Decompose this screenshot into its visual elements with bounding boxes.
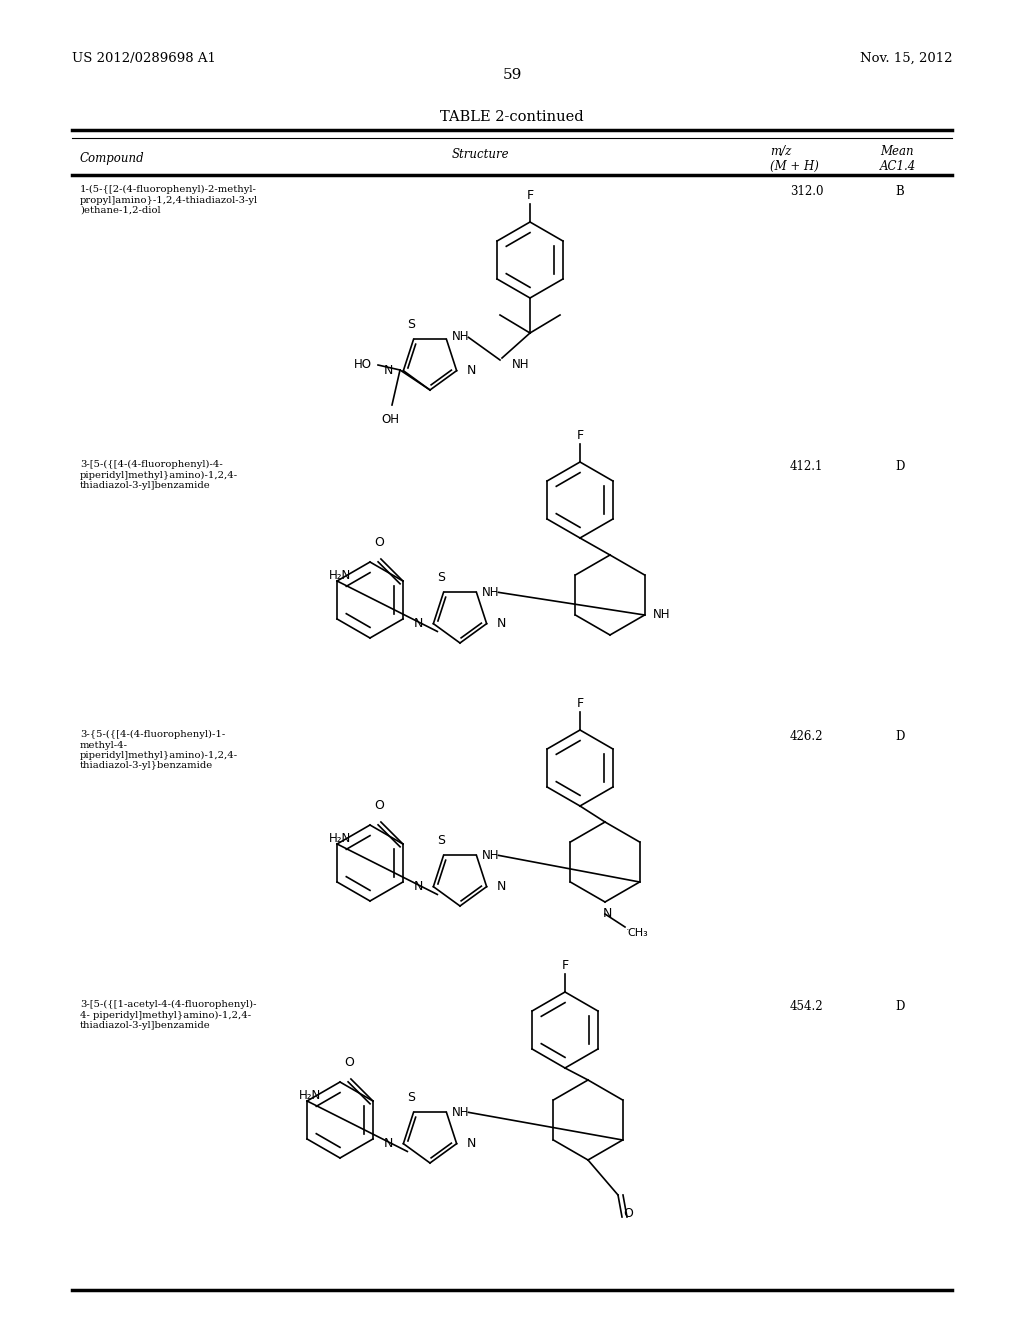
Text: F: F <box>577 429 584 442</box>
Text: O: O <box>374 536 384 549</box>
Text: N: N <box>414 618 423 630</box>
Text: D: D <box>895 1001 904 1012</box>
Text: 426.2: 426.2 <box>790 730 823 743</box>
Text: 312.0: 312.0 <box>790 185 823 198</box>
Text: Compound: Compound <box>80 152 144 165</box>
Text: NH: NH <box>481 849 499 862</box>
Text: S: S <box>437 572 445 585</box>
Text: NH: NH <box>452 330 469 343</box>
Text: O: O <box>623 1206 633 1220</box>
Text: S: S <box>408 1092 416 1105</box>
Text: D: D <box>895 459 904 473</box>
Text: N: N <box>384 1137 393 1150</box>
Text: (M + H): (M + H) <box>770 160 819 173</box>
Text: O: O <box>374 799 384 812</box>
Text: N: N <box>497 880 506 894</box>
Text: F: F <box>561 960 568 972</box>
Text: H₂N: H₂N <box>329 832 351 845</box>
Text: N: N <box>384 364 393 378</box>
Text: F: F <box>577 697 584 710</box>
Text: H₂N: H₂N <box>299 1089 321 1102</box>
Text: O: O <box>344 1056 354 1069</box>
Text: m/z: m/z <box>770 145 792 158</box>
Text: N: N <box>467 364 476 378</box>
Text: 1-(5-{[2-(4-fluorophenyl)-2-methyl-
propyl]amino}-1,2,4-thiadiazol-3-yl
)ethane-: 1-(5-{[2-(4-fluorophenyl)-2-methyl- prop… <box>80 185 258 215</box>
Text: NH: NH <box>452 1106 469 1119</box>
Text: HO: HO <box>354 359 372 371</box>
Text: N: N <box>497 618 506 630</box>
Text: 412.1: 412.1 <box>790 459 823 473</box>
Text: CH₃: CH₃ <box>627 928 648 939</box>
Text: AC1.4: AC1.4 <box>880 160 916 173</box>
Text: TABLE 2-continued: TABLE 2-continued <box>440 110 584 124</box>
Text: Mean: Mean <box>880 145 913 158</box>
Text: S: S <box>437 834 445 847</box>
Text: H₂N: H₂N <box>329 569 351 582</box>
Text: OH: OH <box>381 413 399 426</box>
Text: NH: NH <box>512 358 529 371</box>
Text: N: N <box>467 1137 476 1150</box>
Text: N: N <box>414 880 423 894</box>
Text: 454.2: 454.2 <box>790 1001 823 1012</box>
Text: Nov. 15, 2012: Nov. 15, 2012 <box>859 51 952 65</box>
Text: NH: NH <box>652 609 670 622</box>
Text: S: S <box>408 318 416 331</box>
Text: US 2012/0289698 A1: US 2012/0289698 A1 <box>72 51 216 65</box>
Text: 3-[5-({[1-acetyl-4-(4-fluorophenyl)-
4- piperidyl]methyl}amino)-1,2,4-
thiadiazo: 3-[5-({[1-acetyl-4-(4-fluorophenyl)- 4- … <box>80 1001 256 1030</box>
Text: 3-{5-({[4-(4-fluorophenyl)-1-
methyl-4-
piperidyl]methyl}amino)-1,2,4-
thiadiazo: 3-{5-({[4-(4-fluorophenyl)-1- methyl-4- … <box>80 730 239 771</box>
Text: B: B <box>895 185 904 198</box>
Text: F: F <box>526 189 534 202</box>
Text: N: N <box>602 907 611 920</box>
Text: 3-[5-({[4-(4-fluorophenyl)-4-
piperidyl]methyl}amino)-1,2,4-
thiadiazol-3-yl]ben: 3-[5-({[4-(4-fluorophenyl)-4- piperidyl]… <box>80 459 239 490</box>
Text: Structure: Structure <box>452 148 509 161</box>
Text: NH: NH <box>481 586 499 599</box>
Text: D: D <box>895 730 904 743</box>
Text: 59: 59 <box>503 69 521 82</box>
